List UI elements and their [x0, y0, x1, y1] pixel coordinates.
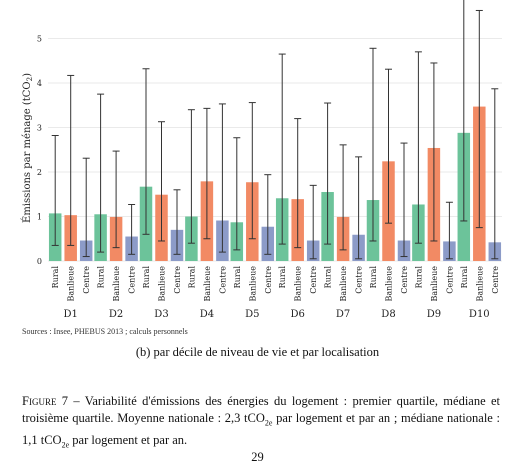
decile-label: D6	[291, 309, 305, 320]
subcategory-label: Rural	[233, 266, 242, 289]
subcategory-label: Centre	[218, 266, 227, 294]
bars	[48, 106, 502, 262]
y-axis-label: Émissions par ménage (tCO2)	[21, 73, 34, 223]
figure-caption: Figure 7 – Variabilité d'émissions des é…	[22, 394, 501, 449]
decile-label: D7	[336, 309, 350, 320]
subcategory-label: Centre	[355, 266, 364, 294]
subcategory-label: Centre	[128, 266, 137, 294]
gridlines	[48, 38, 502, 262]
page-number: 29	[251, 450, 264, 464]
error-bars	[51, 0, 499, 260]
subcategory-label: Banlieue	[248, 266, 257, 302]
decile-label: D5	[245, 309, 259, 320]
y-tick-label: 2	[37, 168, 42, 177]
subcategory-label: Centre	[264, 266, 273, 294]
decile-label: D10	[469, 309, 490, 320]
sources-note: Sources : Insee, PHEBUS 2013 ; calculs p…	[22, 327, 188, 336]
decile-label: D9	[427, 309, 441, 320]
subcategory-label: Rural	[187, 266, 196, 289]
subcategory-label: Banlieue	[430, 266, 439, 302]
subcategory-label: Banlieue	[112, 266, 121, 302]
decile-label: D8	[381, 309, 395, 320]
subcategory-label: Banlieue	[294, 266, 303, 302]
subcategory-label: Centre	[400, 266, 409, 294]
subcategory-label: Centre	[309, 266, 318, 294]
subcategory-label: Centre	[491, 266, 500, 294]
subcategory-label: Banlieue	[339, 266, 348, 302]
subcategory-label: Rural	[142, 266, 151, 289]
figure-label: Figure 7	[22, 394, 69, 408]
y-tick-label: 5	[37, 35, 42, 44]
y-tick-label: 4	[37, 79, 42, 88]
subcategory-label: Centre	[82, 266, 91, 294]
subcategory-label: Rural	[460, 266, 469, 289]
subcategory-label: Banlieue	[203, 266, 212, 302]
subcategory-label: Centre	[173, 266, 182, 294]
decile-label: D4	[200, 309, 214, 320]
y-tick-label: 3	[37, 124, 42, 133]
decile-labels: D1 D2 D3 D4 D5 D6 D7 D8 D9 D10	[64, 309, 490, 320]
y-tick-labels: 0 1 2 3 4 5	[37, 35, 42, 267]
subcategory-label: Centre	[445, 266, 454, 294]
decile-label: D2	[109, 309, 123, 320]
chart: 0 1 2 3 4 5 Rural Banlieue Centre Rural Banlieue C…	[21, 0, 502, 320]
decile-label: D3	[154, 309, 168, 320]
subcategory-label: Banlieue	[158, 266, 167, 302]
y-tick-label: 1	[37, 213, 42, 222]
subcategory-label: Rural	[414, 266, 423, 289]
subcategory-label: Banlieue	[385, 266, 394, 302]
subcategory-label: Rural	[278, 266, 287, 289]
decile-label: D1	[64, 309, 78, 320]
y-tick-label: 0	[37, 257, 42, 266]
subcategory-label: Rural	[97, 266, 106, 289]
subcategory-labels: Rural Banlieue Centre Rural Banlieue Centre Ru…	[51, 266, 500, 302]
subcategory-label: Banlieue	[67, 266, 76, 302]
subcategory-label: Rural	[51, 266, 60, 289]
subcaption: (b) par décile de niveau de vie et par l…	[135, 345, 380, 359]
subcategory-label: Banlieue	[475, 266, 484, 302]
subcategory-label: Rural	[369, 266, 378, 289]
subcategory-label: Rural	[324, 266, 333, 289]
